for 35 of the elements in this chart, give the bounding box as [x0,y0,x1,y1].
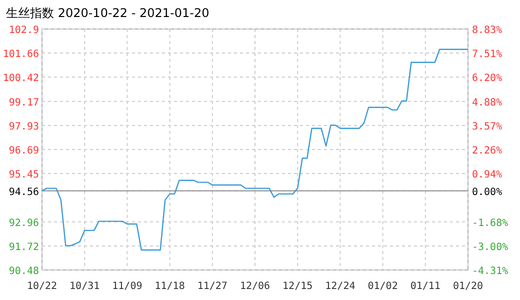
line-series [41,48,469,251]
x-tick-label: 12/24 [325,281,356,292]
y-tick-label: 99.17 [8,97,39,108]
y2-tick-label: 0.00% [472,186,502,198]
y-tick-label: 91.72 [8,242,39,253]
x-tick-label: 01/02 [368,281,398,292]
x-tick-label: 12/15 [282,281,313,292]
y2-tick-label: 7.51% [472,49,502,60]
x-tick-label: 11/09 [112,281,142,292]
y-tick-label: 102.9 [8,25,39,36]
y2-tick-label: -1.68% [472,218,508,229]
y-tick-label: 90.48 [8,266,39,277]
y2-tick-label: 4.88% [472,97,502,108]
y2-tick-label: 2.26% [472,146,502,156]
y2-tick-label: 3.57% [472,121,502,132]
y2-tick-label: 6.20% [472,73,502,84]
y-tick-label: 101.66 [2,49,39,60]
y2-tick-label: -4.31% [472,266,508,277]
chart-title: 生丝指数 2020-10-22 - 2021-01-20 [6,6,210,20]
y-tick-label: 94.56 [8,186,39,198]
x-tick-label: 01/11 [410,281,440,292]
y2-tick-label: -3.00% [472,242,508,253]
x-tick-label: 12/06 [240,281,270,292]
x-tick-label: 01/20 [452,281,484,292]
y-tick-label: 95.45 [8,170,39,181]
y-tick-label: 97.93 [8,121,39,132]
x-tick-label: 10/22 [26,281,58,292]
y2-tick-label: 8.83% [472,25,502,36]
y-tick-label: 96.69 [8,146,39,156]
y-tick-label: 92.96 [8,218,39,229]
x-tick-label: 11/27 [197,281,228,292]
y2-tick-label: 0.94% [472,170,502,181]
x-tick-label: 11/18 [154,281,185,292]
x-tick-label: 10/31 [70,281,100,292]
y-tick-label: 100.42 [2,73,39,84]
